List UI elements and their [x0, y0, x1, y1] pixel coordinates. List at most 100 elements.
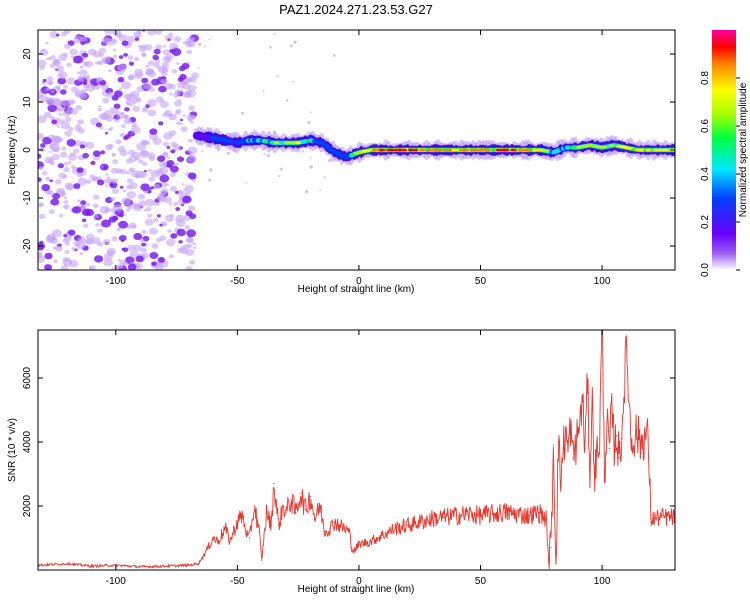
snr-point: [548, 559, 550, 562]
noise-speckle: [75, 104, 82, 111]
noise-speckle: [111, 188, 120, 195]
noise-speckle: [132, 202, 137, 206]
noise-speckle: [179, 245, 186, 251]
noise-speckle: [47, 190, 55, 196]
snr-point: [599, 438, 601, 440]
noise-speckle: [98, 105, 101, 108]
snr-y-axis-label: SNR (10 * v/v): [7, 418, 18, 482]
noise-speckle: [123, 53, 128, 57]
noise-speckle: [168, 254, 174, 259]
y-tick-label: 2000: [22, 494, 33, 517]
noise-speckle: [66, 62, 72, 68]
noise-speckle: [269, 46, 272, 49]
snr-point: [217, 540, 219, 542]
noise-speckle: [159, 223, 163, 227]
noise-speckle: [103, 178, 110, 184]
snr-point: [565, 431, 567, 433]
noise-speckle: [187, 146, 198, 155]
noise-speckle: [124, 134, 131, 140]
noise-speckle: [121, 81, 131, 90]
noise-speckle: [96, 179, 105, 186]
noise-speckle: [73, 183, 81, 189]
noise-speckle: [85, 202, 91, 207]
noise-speckle: [67, 161, 72, 165]
snr-point: [248, 537, 251, 539]
noise-speckle: [74, 125, 82, 131]
noise-speckle: [55, 33, 60, 37]
noise-speckle: [113, 204, 123, 212]
noise-speckle: [162, 56, 171, 63]
noise-speckle: [63, 205, 67, 209]
noise-speckle: [64, 250, 70, 254]
snr-point: [304, 508, 306, 510]
noise-speckle: [191, 72, 200, 79]
snr-point: [640, 441, 642, 443]
noise-speckle: [85, 141, 95, 149]
noise-speckle: [170, 165, 179, 173]
snr-point: [207, 547, 209, 549]
noise-speckle: [60, 89, 67, 95]
noise-speckle: [125, 98, 135, 107]
noise-speckle: [185, 210, 193, 217]
noise-speckle: [38, 147, 44, 152]
noise-speckle: [130, 125, 141, 134]
noise-speckle: [170, 149, 176, 154]
ridge-peak: [502, 148, 510, 152]
noise-speckle: [136, 86, 144, 92]
y-tick-label: 6000: [22, 366, 33, 389]
noise-speckle: [106, 176, 111, 180]
snr-point: [625, 345, 628, 347]
snr-point: [589, 470, 591, 472]
noise-speckle: [64, 43, 71, 49]
noise-speckle: [169, 92, 173, 96]
noise-speckle: [127, 149, 136, 156]
noise-speckle: [94, 61, 99, 65]
noise-speckle: [263, 153, 266, 156]
noise-speckle: [80, 206, 85, 209]
noise-speckle: [121, 247, 126, 251]
noise-speckle: [45, 176, 51, 182]
noise-speckle: [163, 223, 167, 227]
snr-point: [467, 513, 469, 515]
noise-speckle: [185, 265, 193, 270]
noise-speckle: [38, 59, 47, 67]
noise-speckle: [126, 208, 131, 212]
noise-speckle: [55, 117, 61, 122]
snr-point: [270, 524, 272, 526]
noise-speckle: [103, 258, 113, 267]
noise-speckle: [309, 165, 313, 169]
noise-speckle: [134, 72, 144, 80]
noise-speckle: [47, 76, 54, 81]
ridge-peak: [400, 148, 408, 152]
noise-speckle: [39, 48, 49, 56]
noise-speckle: [44, 264, 53, 270]
noise-speckle: [77, 119, 85, 125]
noise-speckle: [77, 77, 85, 83]
noise-speckle: [75, 241, 86, 250]
noise-speckle: [189, 120, 194, 124]
snr-point: [353, 550, 355, 552]
noise-speckle: [195, 86, 198, 89]
noise-speckle: [168, 83, 176, 90]
x-tick-label: 0: [356, 576, 362, 587]
snr-point: [236, 521, 238, 523]
noise-speckle: [133, 232, 143, 241]
noise-speckle: [94, 223, 100, 227]
noise-speckle: [148, 227, 158, 235]
snr-point: [650, 518, 652, 520]
noise-speckle: [133, 56, 140, 62]
noise-speckle: [323, 176, 326, 179]
snr-point: [577, 435, 579, 437]
noise-speckle: [122, 261, 129, 266]
noise-speckle: [112, 48, 117, 52]
noise-speckle: [173, 201, 179, 207]
noise-speckle: [327, 158, 331, 163]
noise-speckle: [85, 179, 92, 185]
noise-speckle: [38, 213, 46, 219]
colorbar-tick-label: 0.8: [700, 71, 711, 85]
noise-speckle: [180, 126, 188, 132]
noise-speckle: [56, 187, 65, 195]
noise-speckle: [42, 78, 47, 83]
noise-speckle: [187, 118, 191, 121]
